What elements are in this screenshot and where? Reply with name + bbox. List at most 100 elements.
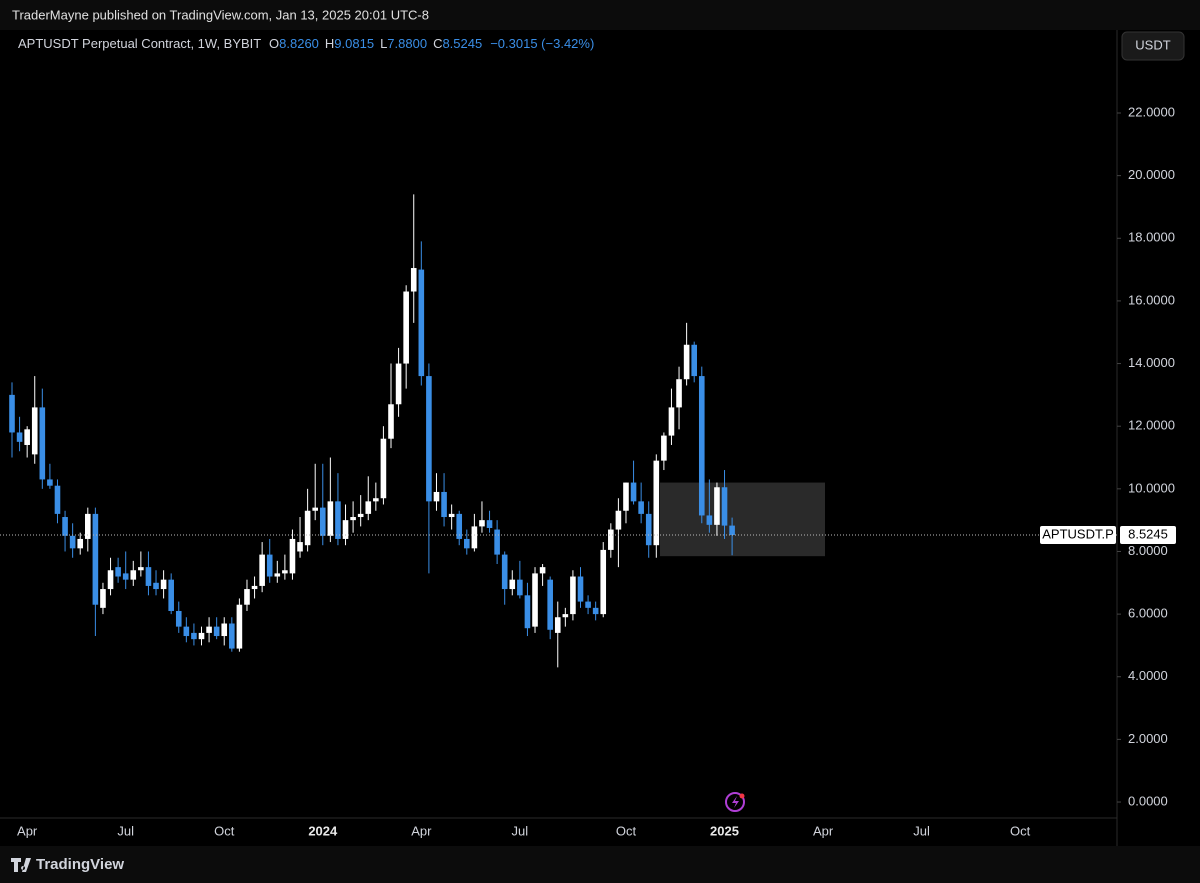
candle-body (100, 589, 106, 608)
candle-body (327, 501, 334, 536)
x-tick-label: Oct (214, 823, 235, 838)
y-tick-label: 6.0000 (1128, 606, 1168, 621)
candle-body (418, 269, 425, 377)
candle-body (92, 513, 99, 605)
candle-body (403, 291, 409, 364)
candle-body (289, 538, 296, 574)
candle-body (683, 344, 690, 380)
candle-body (138, 567, 144, 571)
candle-body (638, 501, 644, 514)
zone (660, 482, 825, 557)
candle-body (577, 576, 584, 602)
candle-body (77, 538, 84, 549)
candle-body (251, 585, 258, 590)
candle-body (160, 579, 167, 590)
candle-body (592, 607, 599, 615)
candle-body (335, 501, 341, 539)
candle-body (494, 529, 500, 555)
candle-body (168, 579, 174, 611)
y-tick-label: 8.0000 (1128, 543, 1168, 558)
publisher: TraderMayne published on TradingView.com… (12, 7, 429, 22)
candle-body (698, 376, 705, 516)
candle-body (297, 542, 303, 552)
y-tick-label: 0.0000 (1128, 793, 1168, 808)
x-tick-label: 2025 (710, 823, 739, 838)
candle-body (9, 394, 15, 433)
candle-body (191, 632, 197, 640)
candle-body (501, 554, 508, 590)
candle-body (39, 407, 46, 480)
lightning-icon (725, 792, 745, 812)
candle-body (85, 513, 91, 539)
candle-body (600, 549, 607, 615)
candle-body (31, 407, 38, 455)
l-value: 7.8800 (387, 36, 427, 51)
h-key: H (325, 36, 334, 51)
candle-body (668, 407, 675, 436)
candle-body (357, 513, 364, 518)
currency[interactable]: USDT (1135, 37, 1170, 52)
candle-body (350, 517, 356, 521)
candle-body (365, 501, 372, 514)
candle-body (676, 379, 682, 408)
candle-body (524, 595, 531, 629)
candle-body (395, 363, 402, 405)
y-tick-label: 4.0000 (1128, 668, 1168, 683)
candle-body (721, 487, 728, 526)
candle-body (729, 525, 735, 536)
candle-body (456, 513, 463, 539)
y-tick-label: 12.0000 (1128, 418, 1175, 433)
candle-body (16, 432, 23, 442)
candle-body (570, 576, 576, 615)
y-tick-label: 16.0000 (1128, 292, 1175, 307)
candle-body (623, 482, 629, 511)
x-tick-label: Jul (913, 823, 930, 838)
candle-body (426, 376, 432, 502)
top-bar (0, 0, 1200, 30)
x-tick-label: Oct (616, 823, 637, 838)
candle-body (342, 520, 349, 539)
candle-body (259, 554, 265, 586)
x-tick-label: Apr (17, 823, 38, 838)
candle-body (630, 482, 637, 502)
y-tick-label: 22.0000 (1128, 104, 1175, 119)
currency-button[interactable] (1121, 31, 1185, 61)
candle-body (486, 520, 493, 528)
candle-body (130, 570, 137, 580)
x-tick-label: 2024 (308, 823, 338, 838)
candle-body (175, 610, 182, 627)
candle-body (441, 491, 447, 518)
candle-body (645, 513, 652, 546)
footer-bar (0, 846, 1200, 883)
candle-body (380, 438, 387, 499)
candle-body (213, 626, 220, 637)
x-tick-label: Oct (1010, 823, 1031, 838)
candle-body (183, 626, 190, 637)
change: −0.3015 (−3.42%) (490, 36, 594, 51)
legend: APTUSDT Perpetual Contract, 1W, BYBIT O8.… (18, 36, 594, 51)
price-name-box (1040, 526, 1116, 545)
x-tick-label: Jul (512, 823, 529, 838)
candle-body (410, 268, 417, 292)
candle-body (471, 526, 478, 549)
candle-body (388, 404, 394, 439)
candle-body (221, 623, 228, 637)
candle-body (236, 604, 243, 649)
candle-body (714, 487, 720, 525)
candle-body (706, 515, 713, 525)
candle-body (615, 510, 622, 530)
candle-body (47, 479, 53, 486)
candle-body (244, 589, 250, 605)
candle-body (229, 623, 235, 649)
candle-body (145, 567, 152, 586)
price-value-box (1120, 526, 1176, 545)
candle-body (62, 517, 68, 536)
symbol-name: APTUSDT Perpetual Contract, 1W, BYBIT (18, 36, 261, 51)
candle-body (608, 529, 614, 550)
candle-body (562, 614, 569, 618)
footer-brand: TradingView (36, 856, 124, 873)
x-tick-label: Apr (813, 823, 834, 838)
candle-body (274, 573, 281, 577)
